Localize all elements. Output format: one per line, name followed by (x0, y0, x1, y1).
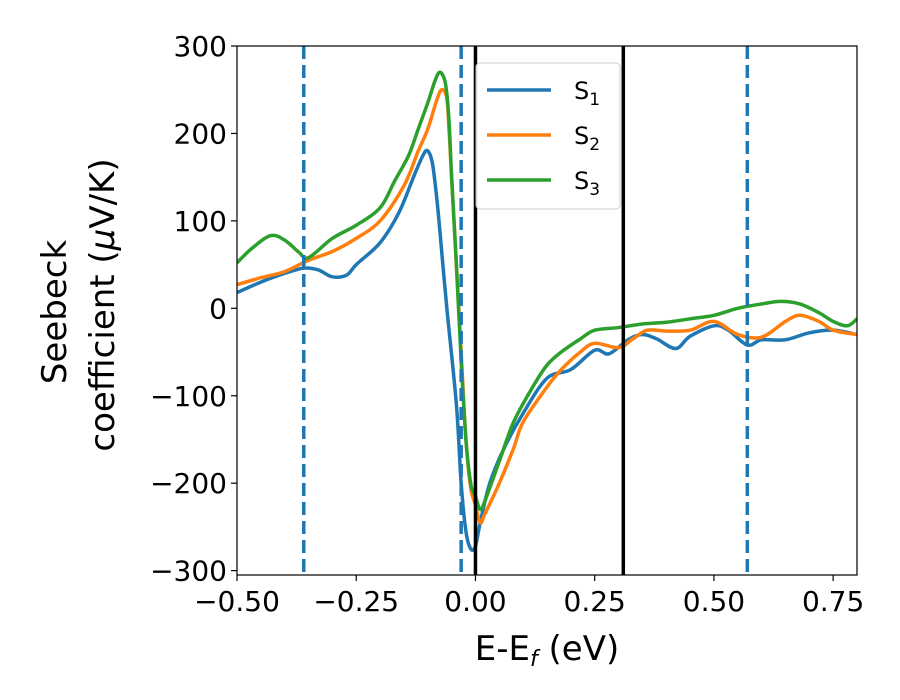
x-tick-label: −0.25 (313, 585, 399, 618)
x-axis-label-suffix: (eV) (538, 629, 620, 669)
y-tick-label: −200 (150, 467, 227, 500)
x-tick-label: −0.50 (194, 585, 280, 618)
y-tick-label: 300 (174, 30, 227, 63)
x-tick-label: 0.25 (564, 585, 626, 618)
y-axis-label-prefix: coefficient ( (83, 250, 123, 451)
vertical-lines (302, 46, 750, 575)
plot-frame (236, 45, 858, 576)
legend-label-s1: S1 (574, 77, 600, 110)
series-line-s1 (237, 148, 857, 552)
y-tick-label: −100 (150, 380, 227, 413)
x-tick-label: 0.75 (802, 585, 864, 618)
y-tick-label: −300 (150, 555, 227, 588)
series-line-s2 (237, 87, 857, 525)
legend-label-s2: S2 (574, 122, 600, 155)
y-tick-label: 100 (174, 205, 227, 238)
y-tick-label: 0 (209, 292, 227, 325)
legend-label-s3: S3 (574, 167, 600, 200)
x-tick-label: 0.00 (444, 585, 506, 618)
x-axis-label-sub: f (530, 647, 541, 672)
y-tick-label: 200 (174, 117, 227, 150)
x-tick-label: 0.50 (683, 585, 745, 618)
legend: S1 S2 S3 (475, 62, 621, 210)
x-ticks: −0.50 −0.25 0.00 0.25 0.50 0.75 (194, 575, 864, 618)
y-ticks: −300 −200 −100 0 100 200 300 (150, 30, 237, 588)
y-axis-label-mu: μ (83, 229, 123, 252)
y-axis-label-line2: coefficient (μV/K) (83, 158, 123, 451)
y-axis-label-suffix: V/K) (83, 158, 123, 228)
y-axis-label-line1: Seebeck (35, 240, 75, 385)
x-axis-label-main: E-E (475, 629, 530, 669)
series-line-s3 (237, 70, 857, 512)
x-axis-label: E-Ef (eV) (475, 629, 620, 672)
